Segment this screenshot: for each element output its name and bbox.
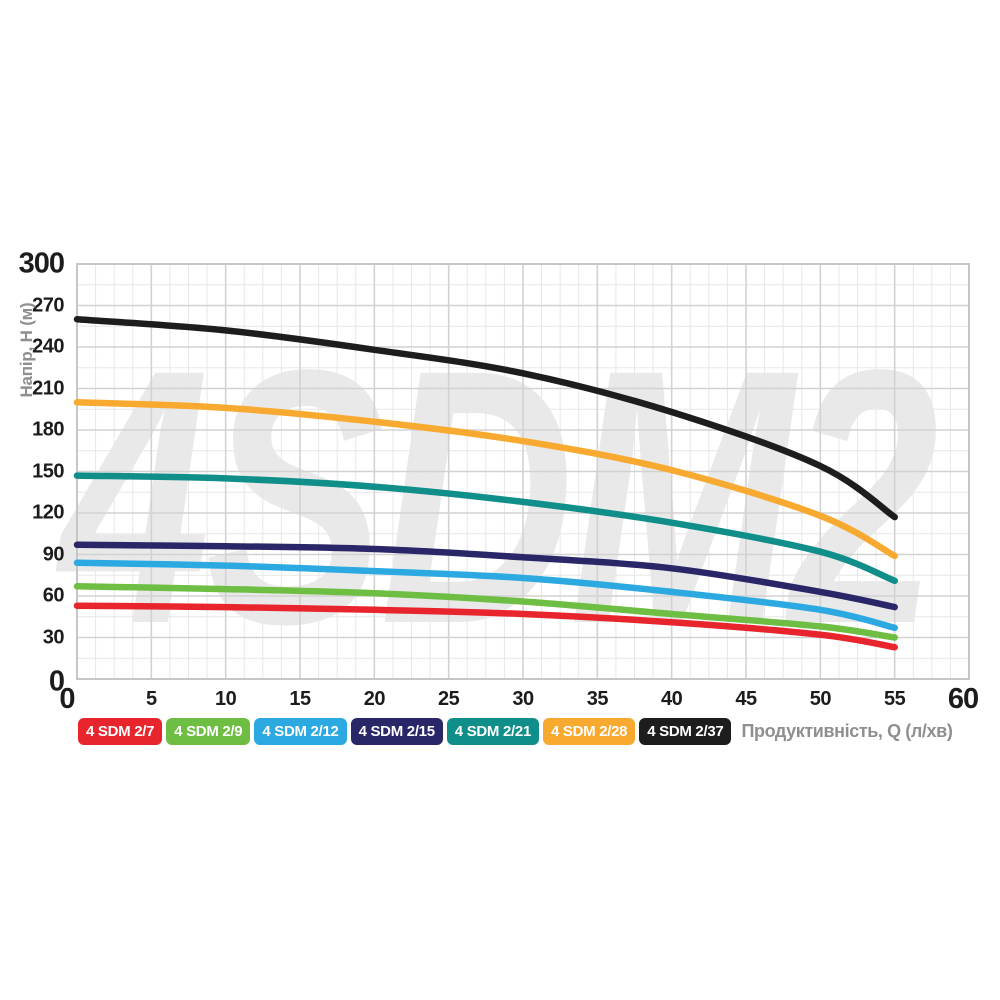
y-tick-label-0: 0	[48, 665, 65, 698]
legend: 4 SDM 2/7 4 SDM 2/9 4 SDM 2/12 4 SDM 2/15 4 …	[78, 718, 953, 745]
x-tick-label-30: 30	[512, 688, 534, 710]
y-tick-label-120: 120	[32, 501, 64, 524]
x-axis-title: Продуктивність, Q (л/хв)	[741, 721, 953, 741]
curve-4-sdm-2-21	[73, 472, 898, 585]
y-axis-title: Напір, H (м)	[17, 302, 36, 398]
plot-border	[76, 263, 970, 680]
x-tick-label-20: 20	[363, 688, 386, 710]
curve-4-sdm-2-37	[73, 316, 898, 521]
x-tick-label-45: 45	[735, 688, 757, 710]
y-tick-label-210: 210	[32, 377, 64, 399]
x-tick-label-60: 60	[947, 683, 979, 715]
legend-badge-4-sdm-2-9: 4 SDM 2/9	[166, 718, 251, 745]
legend-badge-4-sdm-2-7: 4 SDM 2/7	[78, 718, 163, 745]
curve-4-sdm-2-9	[73, 583, 898, 641]
legend-badge-4-sdm-2-15: 4 SDM 2/15	[350, 718, 443, 745]
y-tick-label-270: 270	[32, 294, 64, 316]
x-tick-label-25: 25	[438, 688, 460, 710]
curve-4-sdm-2-15	[73, 541, 898, 611]
y-tick-label-240: 240	[32, 335, 64, 358]
y-tick-label-150: 150	[32, 460, 64, 482]
x-tick-label-5: 5	[146, 688, 157, 710]
y-tick-label-30: 30	[42, 626, 65, 648]
x-tick-label-10: 10	[215, 688, 237, 710]
legend-badge-4-sdm-2-28: 4 SDM 2/28	[543, 718, 636, 745]
curve-4-sdm-2-7	[73, 602, 898, 651]
x-tick-label-0: 0	[59, 683, 75, 715]
y-tick-label-90: 90	[42, 543, 65, 565]
x-tick-label-40: 40	[661, 688, 683, 710]
x-tick-label-35: 35	[586, 688, 609, 710]
legend-badge-4-sdm-2-21: 4 SDM 2/21	[446, 718, 539, 745]
legend-badge-4-sdm-2-37: 4 SDM 2/37	[639, 718, 732, 745]
y-tick-label-60: 60	[42, 584, 65, 607]
y-tick-label-300: 300	[18, 247, 65, 280]
legend-badge-4-sdm-2-12: 4 SDM 2/12	[254, 718, 347, 745]
y-tick-label-180: 180	[32, 418, 64, 441]
x-tick-label-55: 55	[884, 688, 906, 710]
x-tick-label-15: 15	[289, 688, 311, 710]
curve-4-sdm-2-12	[73, 559, 898, 632]
x-tick-label-50: 50	[809, 688, 832, 710]
curve-4-sdm-2-28	[73, 399, 898, 560]
